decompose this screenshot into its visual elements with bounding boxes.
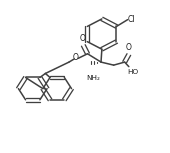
Text: O: O	[126, 43, 132, 52]
Text: HO: HO	[128, 69, 139, 75]
Text: NH₂: NH₂	[87, 75, 100, 81]
Text: O: O	[72, 53, 78, 62]
Text: O: O	[80, 34, 85, 43]
Text: Cl: Cl	[128, 15, 135, 24]
